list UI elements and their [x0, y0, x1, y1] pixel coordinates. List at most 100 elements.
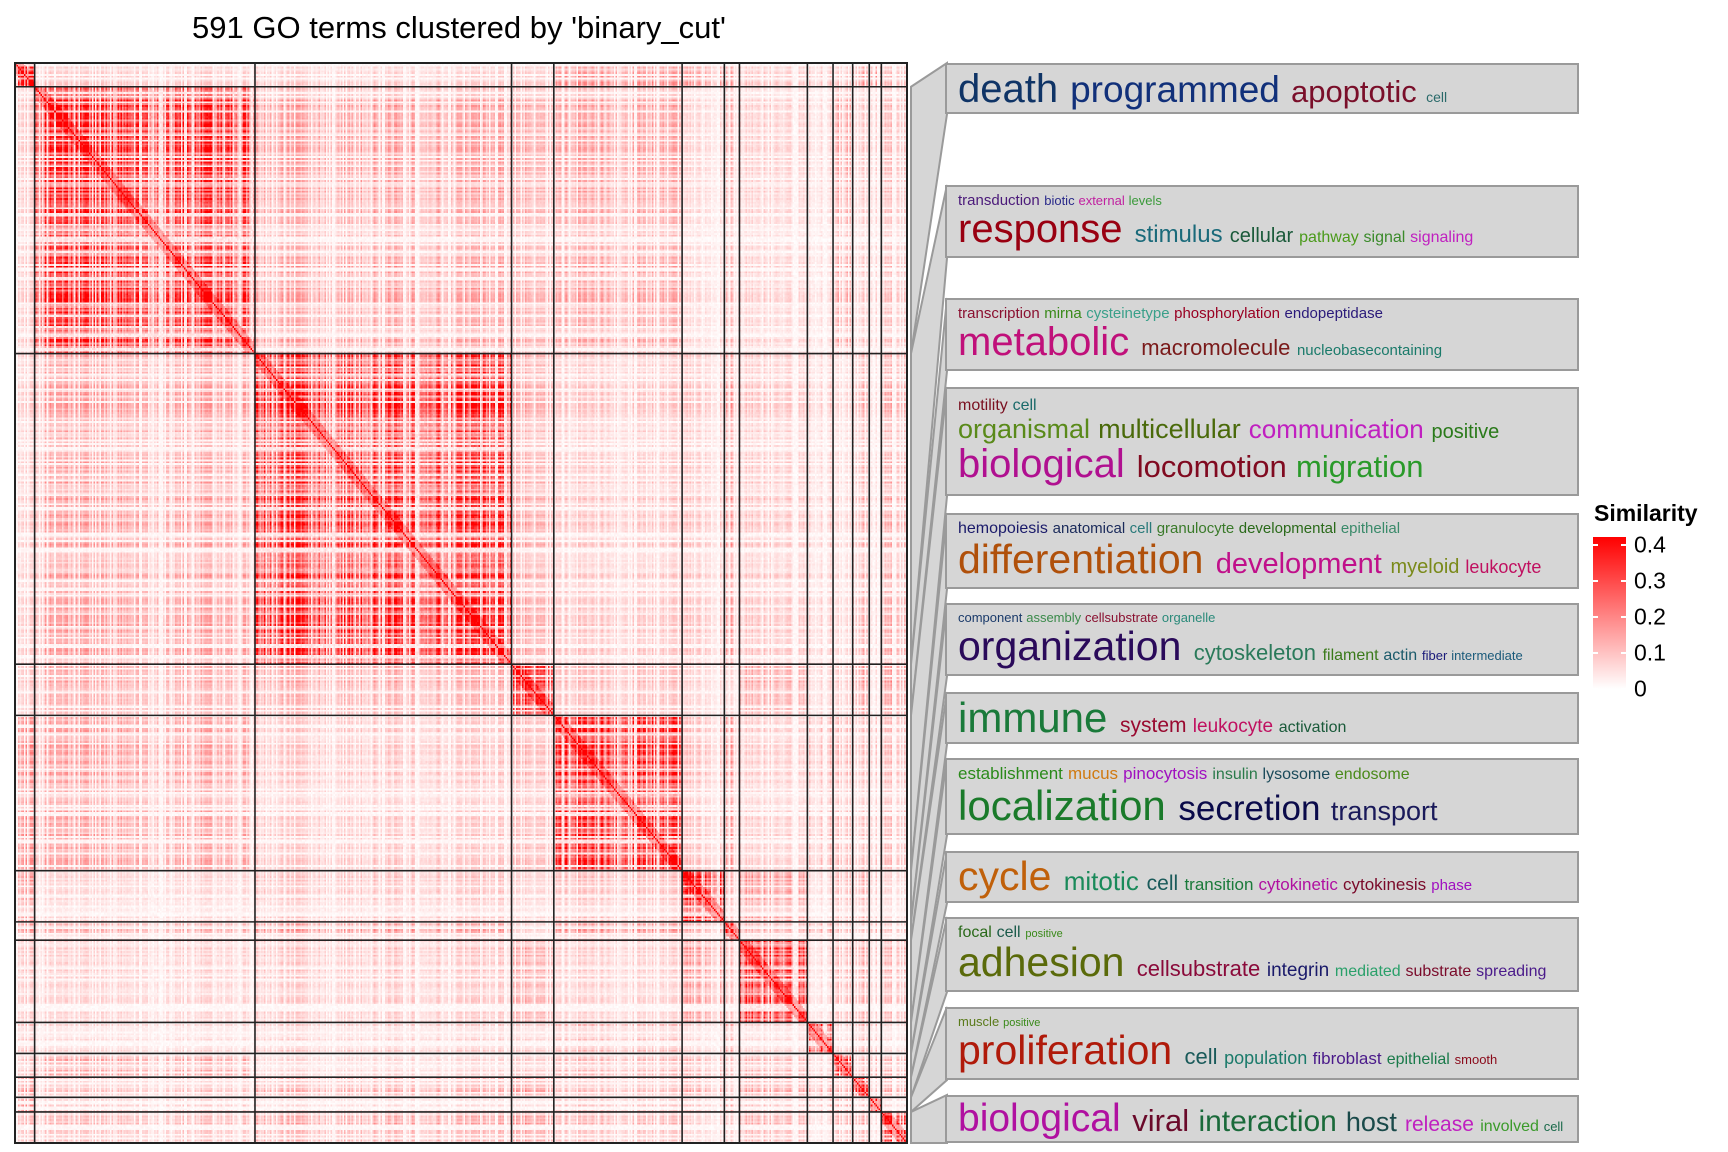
similarity-heatmap — [15, 63, 907, 1143]
word-cloud-word: transcription — [958, 304, 1040, 322]
word-cloud-word: focal — [958, 923, 992, 941]
word-cloud-box: component assembly cellsubstrate organelle o… — [945, 603, 1579, 676]
word-cloud-box: hemopoiesis anatomical cell granulocyte deve… — [945, 513, 1579, 589]
legend-tick-mark — [1593, 616, 1598, 618]
word-cloud-word: intermediate — [1451, 647, 1523, 663]
legend-tick-label: 0.3 — [1634, 567, 1666, 594]
cluster-connector — [910, 916, 948, 1098]
word-cloud-word: assembly — [1026, 610, 1082, 626]
legend-tick-mark — [1621, 688, 1626, 690]
legend-tick-mark — [1621, 652, 1626, 654]
word-cloud-box: death programmed apoptotic cell — [945, 63, 1579, 114]
word-cloud-word: cell — [1543, 1118, 1564, 1134]
word-cloud-word: mucus — [1067, 764, 1119, 784]
word-cloud-word: positive — [1003, 1016, 1041, 1029]
word-cloud-word: leukocyte — [1465, 556, 1542, 577]
word-cloud-word: endosome — [1334, 766, 1410, 784]
word-cloud-box: biological viral interaction host release inv… — [945, 1095, 1579, 1143]
word-cloud-word: positive — [1025, 927, 1063, 940]
word-cloud-word: cytoskeleton — [1193, 639, 1316, 665]
word-cloud-word: development — [1215, 547, 1382, 580]
cluster-connector — [910, 757, 948, 1054]
word-cloud-line: localization secretion transport — [958, 783, 1569, 828]
word-cloud-line: motility cell — [958, 396, 1569, 415]
word-cloud-line: establishment mucus pinocytosis insulin lyso… — [958, 765, 1569, 784]
chart-title: 591 GO terms clustered by 'binary_cut' — [192, 10, 726, 45]
word-cloud-line: biological viral interaction host release inv… — [958, 1096, 1569, 1140]
word-cloud-word: lysosome — [1262, 766, 1331, 784]
word-cloud-word: proliferation — [958, 1027, 1173, 1074]
word-cloud-word: programmed — [1070, 68, 1280, 110]
word-cloud-word: multicellular — [1098, 413, 1241, 444]
word-cloud-word: motility — [958, 396, 1008, 414]
word-cloud-word: cell — [1129, 520, 1153, 538]
cluster-connector — [910, 184, 948, 665]
word-cloud-word: response — [958, 207, 1123, 252]
word-cloud-word: pinocytosis — [1123, 764, 1208, 784]
word-cloud-word: cytokinesis — [1343, 875, 1427, 895]
word-cloud-line: transduction biotic external levels — [958, 192, 1569, 209]
word-cloud-word: epithelial — [1386, 1051, 1450, 1069]
cluster-connector — [910, 297, 948, 716]
word-cloud-line: metabolic macromolecule nucleobasecontaini… — [958, 321, 1569, 363]
word-cloud-box: transcription mirna cysteinetype phosphoryl… — [945, 298, 1579, 371]
word-cloud-line: differentiation development myeloid leukocy… — [958, 537, 1569, 581]
word-cloud-word: granulocyte — [1156, 520, 1235, 538]
legend-colorbar — [1593, 537, 1626, 689]
legend-tick-label: 0.1 — [1634, 639, 1666, 666]
cluster-connector — [910, 1006, 948, 1115]
word-cloud-word: host — [1345, 1106, 1397, 1137]
word-cloud-word: cell — [1146, 872, 1179, 896]
word-cloud-line: focal cell positive — [958, 923, 1569, 942]
word-cloud-line: hemopoiesis anatomical cell granulocyte deve… — [958, 520, 1569, 538]
word-cloud-word: establishment — [958, 764, 1063, 784]
word-cloud-word: biological — [958, 442, 1125, 487]
word-cloud-word: epithelial — [1340, 520, 1401, 538]
word-cloud-word: macromolecule — [1141, 335, 1291, 361]
cluster-connector — [910, 602, 948, 941]
word-cloud-word: biological — [958, 1096, 1121, 1140]
word-cloud-line: organismal multicellular communication posi… — [958, 413, 1569, 444]
word-cloud-line: immune system leukocyte activation — [958, 693, 1569, 741]
word-cloud-word: system — [1119, 713, 1187, 737]
word-cloud-word: viral — [1132, 1102, 1190, 1138]
legend-tick-mark — [1593, 544, 1598, 546]
word-cloud-word: fiber — [1422, 647, 1448, 663]
word-cloud-word: phosphorylation — [1174, 304, 1281, 322]
word-cloud-word: transport — [1330, 795, 1438, 826]
word-cloud-word: locomotion — [1136, 449, 1287, 485]
word-cloud-word: organelle — [1161, 610, 1216, 626]
word-cloud-word: cysteinetype — [1086, 304, 1170, 322]
word-cloud-word: pathway — [1299, 229, 1359, 247]
word-cloud-word: release — [1405, 1112, 1474, 1136]
word-cloud-word: apoptotic — [1290, 73, 1417, 109]
legend-tick-label: 0.4 — [1634, 531, 1666, 558]
word-cloud-line: cycle mitotic cell transition cytokinetic cyt… — [958, 855, 1569, 898]
word-cloud-word: interaction — [1198, 1104, 1337, 1138]
word-cloud-word: immune — [958, 693, 1108, 741]
word-cloud-word: smooth — [1454, 1052, 1498, 1068]
word-cloud-box: muscle positive proliferation cell populatio… — [945, 1007, 1579, 1080]
word-cloud-word: biotic — [1044, 192, 1075, 208]
word-cloud-word: levels — [1128, 192, 1162, 208]
word-cloud-word: spreading — [1476, 963, 1547, 981]
word-cloud-word: muscle — [958, 1013, 1000, 1029]
word-cloud-word: mirna — [1044, 304, 1082, 322]
word-cloud-line: response stimulus cellular pathway signal sig… — [958, 208, 1569, 250]
legend-tick-label: 0 — [1634, 675, 1647, 702]
word-cloud-word: nucleobasecontaining — [1296, 342, 1443, 360]
word-cloud-word: endopeptidase — [1284, 304, 1383, 322]
cluster-connector — [910, 850, 948, 1078]
word-cloud-box: focal cell positive adhesion cellsubstrate in… — [945, 917, 1579, 992]
word-cloud-box: transduction biotic external levels response… — [945, 185, 1579, 258]
legend-tick-mark — [1593, 652, 1598, 654]
word-cloud-word: cell — [1184, 1044, 1218, 1070]
word-cloud-word: insulin — [1212, 766, 1258, 784]
word-cloud-word: positive — [1431, 420, 1500, 443]
word-cloud-line: proliferation cell population fibroblast epi… — [958, 1029, 1569, 1072]
word-cloud-word: actin — [1383, 646, 1418, 664]
word-cloud-word: communication — [1248, 413, 1424, 444]
legend-tick-label: 0.2 — [1634, 603, 1666, 630]
word-cloud-word: integrin — [1266, 960, 1330, 982]
word-cloud-word: mediated — [1334, 963, 1401, 981]
